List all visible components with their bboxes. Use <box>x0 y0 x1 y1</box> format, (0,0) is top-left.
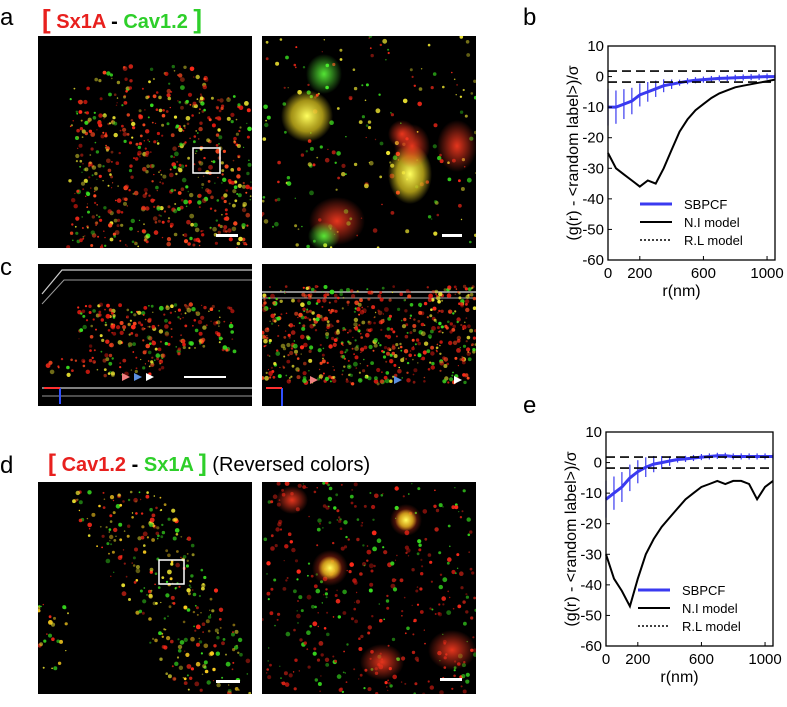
panel-d-micrograph-zoom <box>262 482 476 694</box>
x-tick-label: 0 <box>604 265 612 282</box>
series-sbpcf <box>605 454 773 501</box>
scale-bar <box>216 680 240 683</box>
panel-letter-d: d <box>0 452 14 479</box>
panel-letter-a: a <box>0 4 14 31</box>
x-tick-label: 200 <box>625 651 650 668</box>
y-tick-label: -50 <box>580 607 602 624</box>
y-tick-label: -10 <box>582 99 604 116</box>
inset-box <box>158 559 185 585</box>
arrowhead-white <box>146 373 154 381</box>
scale-bar <box>442 234 462 237</box>
arrowhead-blue <box>394 376 402 384</box>
x-tick-label: 600 <box>691 265 716 282</box>
x-axis-label: r(nm) <box>662 283 700 300</box>
legend-ni-model-label: N.I model <box>682 601 738 616</box>
arrowhead-pink <box>310 376 318 384</box>
panel-letter-c: c <box>0 254 12 281</box>
y-tick-label: 0 <box>594 455 602 472</box>
y-tick-label: 0 <box>596 69 604 86</box>
plot-frame <box>605 431 774 647</box>
scale-bar <box>184 376 226 378</box>
legend-sbpcf-label: SBPCF <box>682 583 725 598</box>
series-sbpcf <box>608 75 775 109</box>
panel-d-label: [ Cav1.2 - Sx1A ] (Reversed colors) <box>48 450 370 478</box>
panel-d-wide-image <box>38 490 252 694</box>
y-tick-label: 10 <box>587 38 604 55</box>
panel-a-micrograph-wide <box>38 36 252 248</box>
label-sx1a: Sx1A <box>143 454 194 476</box>
legend-ni-model-label: N.I model <box>684 215 740 230</box>
legend-rl-model-label: R.L model <box>682 619 741 634</box>
bracket-open: [ <box>48 450 56 477</box>
panel-a-label: [ Sx1A - Cav1.2 ] <box>42 4 202 35</box>
panel-c-wide-image <box>41 269 252 404</box>
y-tick-label: -60 <box>580 638 602 655</box>
scale-bar <box>440 678 462 681</box>
y-tick-label: -30 <box>582 160 604 177</box>
x-axis-label: r(nm) <box>660 669 698 686</box>
scale-bar <box>216 234 238 237</box>
chart-b: 100-10-20-30-40-50-600 200 600 1000r(nm)(g(… <box>565 38 784 300</box>
panel-a-zoom-image <box>262 36 476 248</box>
panel-a-wide-image <box>66 64 252 248</box>
reversed-colors-note: (Reversed colors) <box>212 454 371 476</box>
series-ni-model <box>607 78 776 188</box>
x-tick-label: 1000 <box>748 651 781 668</box>
speckle-field <box>66 64 252 248</box>
arrowhead-white <box>454 376 462 384</box>
chart-e: 100-10-20-30-40-50-600 200 600 1000r(nm)(g(… <box>563 424 782 686</box>
panel-d-zoom-image <box>262 482 476 694</box>
y-axis-label: (g(r) - <random label>)/σ <box>565 65 582 240</box>
x-tick-label: 1000 <box>750 265 783 282</box>
y-tick-label: -30 <box>580 546 602 563</box>
x-tick-label: 600 <box>689 651 714 668</box>
panel-c-3d-view-zoom <box>262 264 476 406</box>
bracket-close: ] <box>198 450 207 477</box>
panel-c-zoom-image <box>262 284 476 406</box>
panel-c-3d-view-wide <box>38 264 252 406</box>
y-tick-label: -40 <box>582 191 604 208</box>
arrowhead-pink <box>122 373 130 381</box>
panel-d-micrograph-wide <box>38 482 252 694</box>
y-tick-label: -20 <box>580 516 602 533</box>
label-cav: Cav1.2 <box>123 11 188 33</box>
y-tick-label: -50 <box>582 221 604 238</box>
y-tick-label: -60 <box>582 252 604 269</box>
x-tick-label: 200 <box>627 265 652 282</box>
y-tick-label: -40 <box>580 577 602 594</box>
label-sx1a: Sx1A <box>56 11 106 33</box>
arrowhead-blue <box>134 373 142 381</box>
y-tick-label: 10 <box>585 424 602 441</box>
y-tick-label: -20 <box>582 130 604 147</box>
y-tick-label: -10 <box>580 485 602 502</box>
bracket-open: [ <box>42 4 51 34</box>
y-axis-label: (g(r) - <random label>)/σ <box>563 451 580 626</box>
panel-letter-b: b <box>523 4 537 31</box>
series-ni-model <box>605 479 774 609</box>
bracket-close: ] <box>193 4 203 34</box>
label-dash: - <box>131 454 139 476</box>
legend-sbpcf-label: SBPCF <box>684 197 727 212</box>
x-tick-label: 0 <box>602 651 610 668</box>
label-dash: - <box>111 11 118 33</box>
label-cav: Cav1.2 <box>61 454 127 476</box>
plot-frame <box>607 45 776 261</box>
inset-box <box>192 147 221 174</box>
legend-rl-model-label: R.L model <box>684 233 743 248</box>
panel-a-micrograph-zoom <box>262 36 476 248</box>
panel-letter-e: e <box>523 392 537 419</box>
